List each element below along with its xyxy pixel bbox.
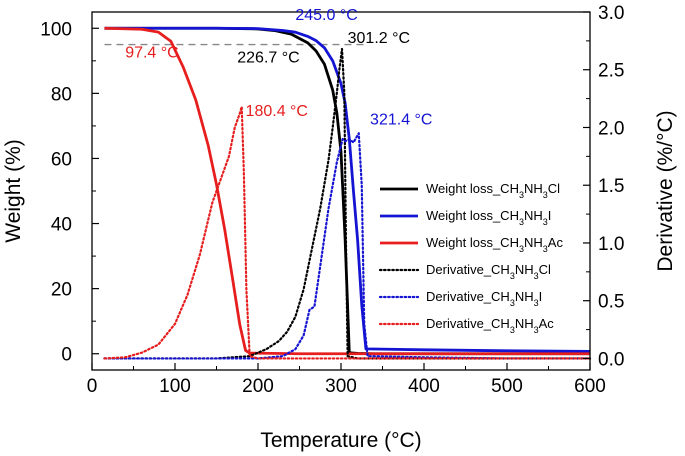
annotation-label: 321.4 °C: [370, 111, 432, 128]
legend-item: Derivative_CH3NH3Ac: [378, 316, 554, 335]
legend-item: Derivative_CH3NH3I: [378, 289, 542, 308]
legend-label: Weight loss_CH3NH3Ac: [426, 235, 563, 254]
x-tick-label: 100: [159, 376, 191, 397]
legend-item: Derivative_CH3NH3Cl: [378, 262, 551, 281]
series-weight-loss-ch3nh3ac: [104, 26, 590, 356]
legend-label: Weight loss_CH3NH3Cl: [426, 181, 560, 200]
y-axis-left-title: Weight (%): [2, 139, 25, 242]
x-tick-label: 300: [325, 376, 357, 397]
x-axis-title: Temperature (°C): [260, 429, 421, 452]
annotation-label: 97.4 °C: [125, 45, 179, 62]
x-tick-label: 400: [408, 376, 440, 397]
y-right-tick-label: 2.5: [598, 61, 624, 82]
y-right-tick-label: 3.0: [598, 3, 624, 24]
annotation-label: 226.7 °C: [237, 49, 299, 66]
legend-label: Derivative_CH3NH3I: [426, 289, 542, 308]
series-derivative-ch3nh3ac: [103, 105, 592, 360]
x-tick-label: 500: [491, 376, 523, 397]
y-axis-right-title: Derivative (%/°C): [654, 110, 677, 271]
legend-label: Derivative_CH3NH3Cl: [426, 262, 551, 281]
y-right-tick-label: 0.5: [598, 292, 624, 313]
annotations: 245.0 °C 301.2 °C 226.7 °C 97.4 °C 180.4 °C 3…: [125, 7, 432, 128]
x-tick-label: 600: [574, 376, 606, 397]
annotation-label: 245.0 °C: [295, 7, 357, 24]
y-right-tick-label: 1.5: [598, 176, 624, 197]
y-right-tick-label: 2.0: [598, 118, 624, 139]
legend-label: Derivative_CH3NH3Ac: [426, 316, 554, 335]
axes: 0 100 200 300 400 500 600 0 20 40 60 80 100 0.0 0.5 1.0…: [40, 3, 624, 397]
y-left-tick-label: 80: [51, 84, 72, 105]
legend-label: Weight loss_CH3NH3I: [426, 208, 551, 227]
plot-lines: [103, 26, 592, 360]
y-left-tick-label: 40: [51, 215, 72, 236]
legend-item: Weight loss_CH3NH3Cl: [380, 181, 560, 200]
y-left-tick-label: 60: [51, 149, 72, 170]
x-tick-label: 200: [242, 376, 274, 397]
legend: Weight loss_CH3NH3Cl Weight loss_CH3NH3I W…: [378, 181, 563, 335]
legend-item: Weight loss_CH3NH3Ac: [380, 235, 563, 254]
y-right-tick-label: 1.0: [598, 234, 624, 255]
y-left-tick-label: 0: [61, 345, 72, 366]
y-left-tick-label: 20: [51, 280, 72, 301]
x-tick-label: 0: [87, 376, 98, 397]
legend-item: Weight loss_CH3NH3I: [380, 208, 551, 227]
series-derivative-ch3nh3cl: [103, 47, 592, 360]
series-weight-loss-ch3nh3i: [104, 26, 591, 353]
series-derivative-ch3nh3i: [103, 132, 592, 360]
y-right-tick-label: 0.0: [598, 349, 624, 370]
y-left-tick-label: 100: [40, 19, 72, 40]
annotation-label: 301.2 °C: [348, 30, 410, 47]
annotation-label: 180.4 °C: [246, 103, 308, 120]
